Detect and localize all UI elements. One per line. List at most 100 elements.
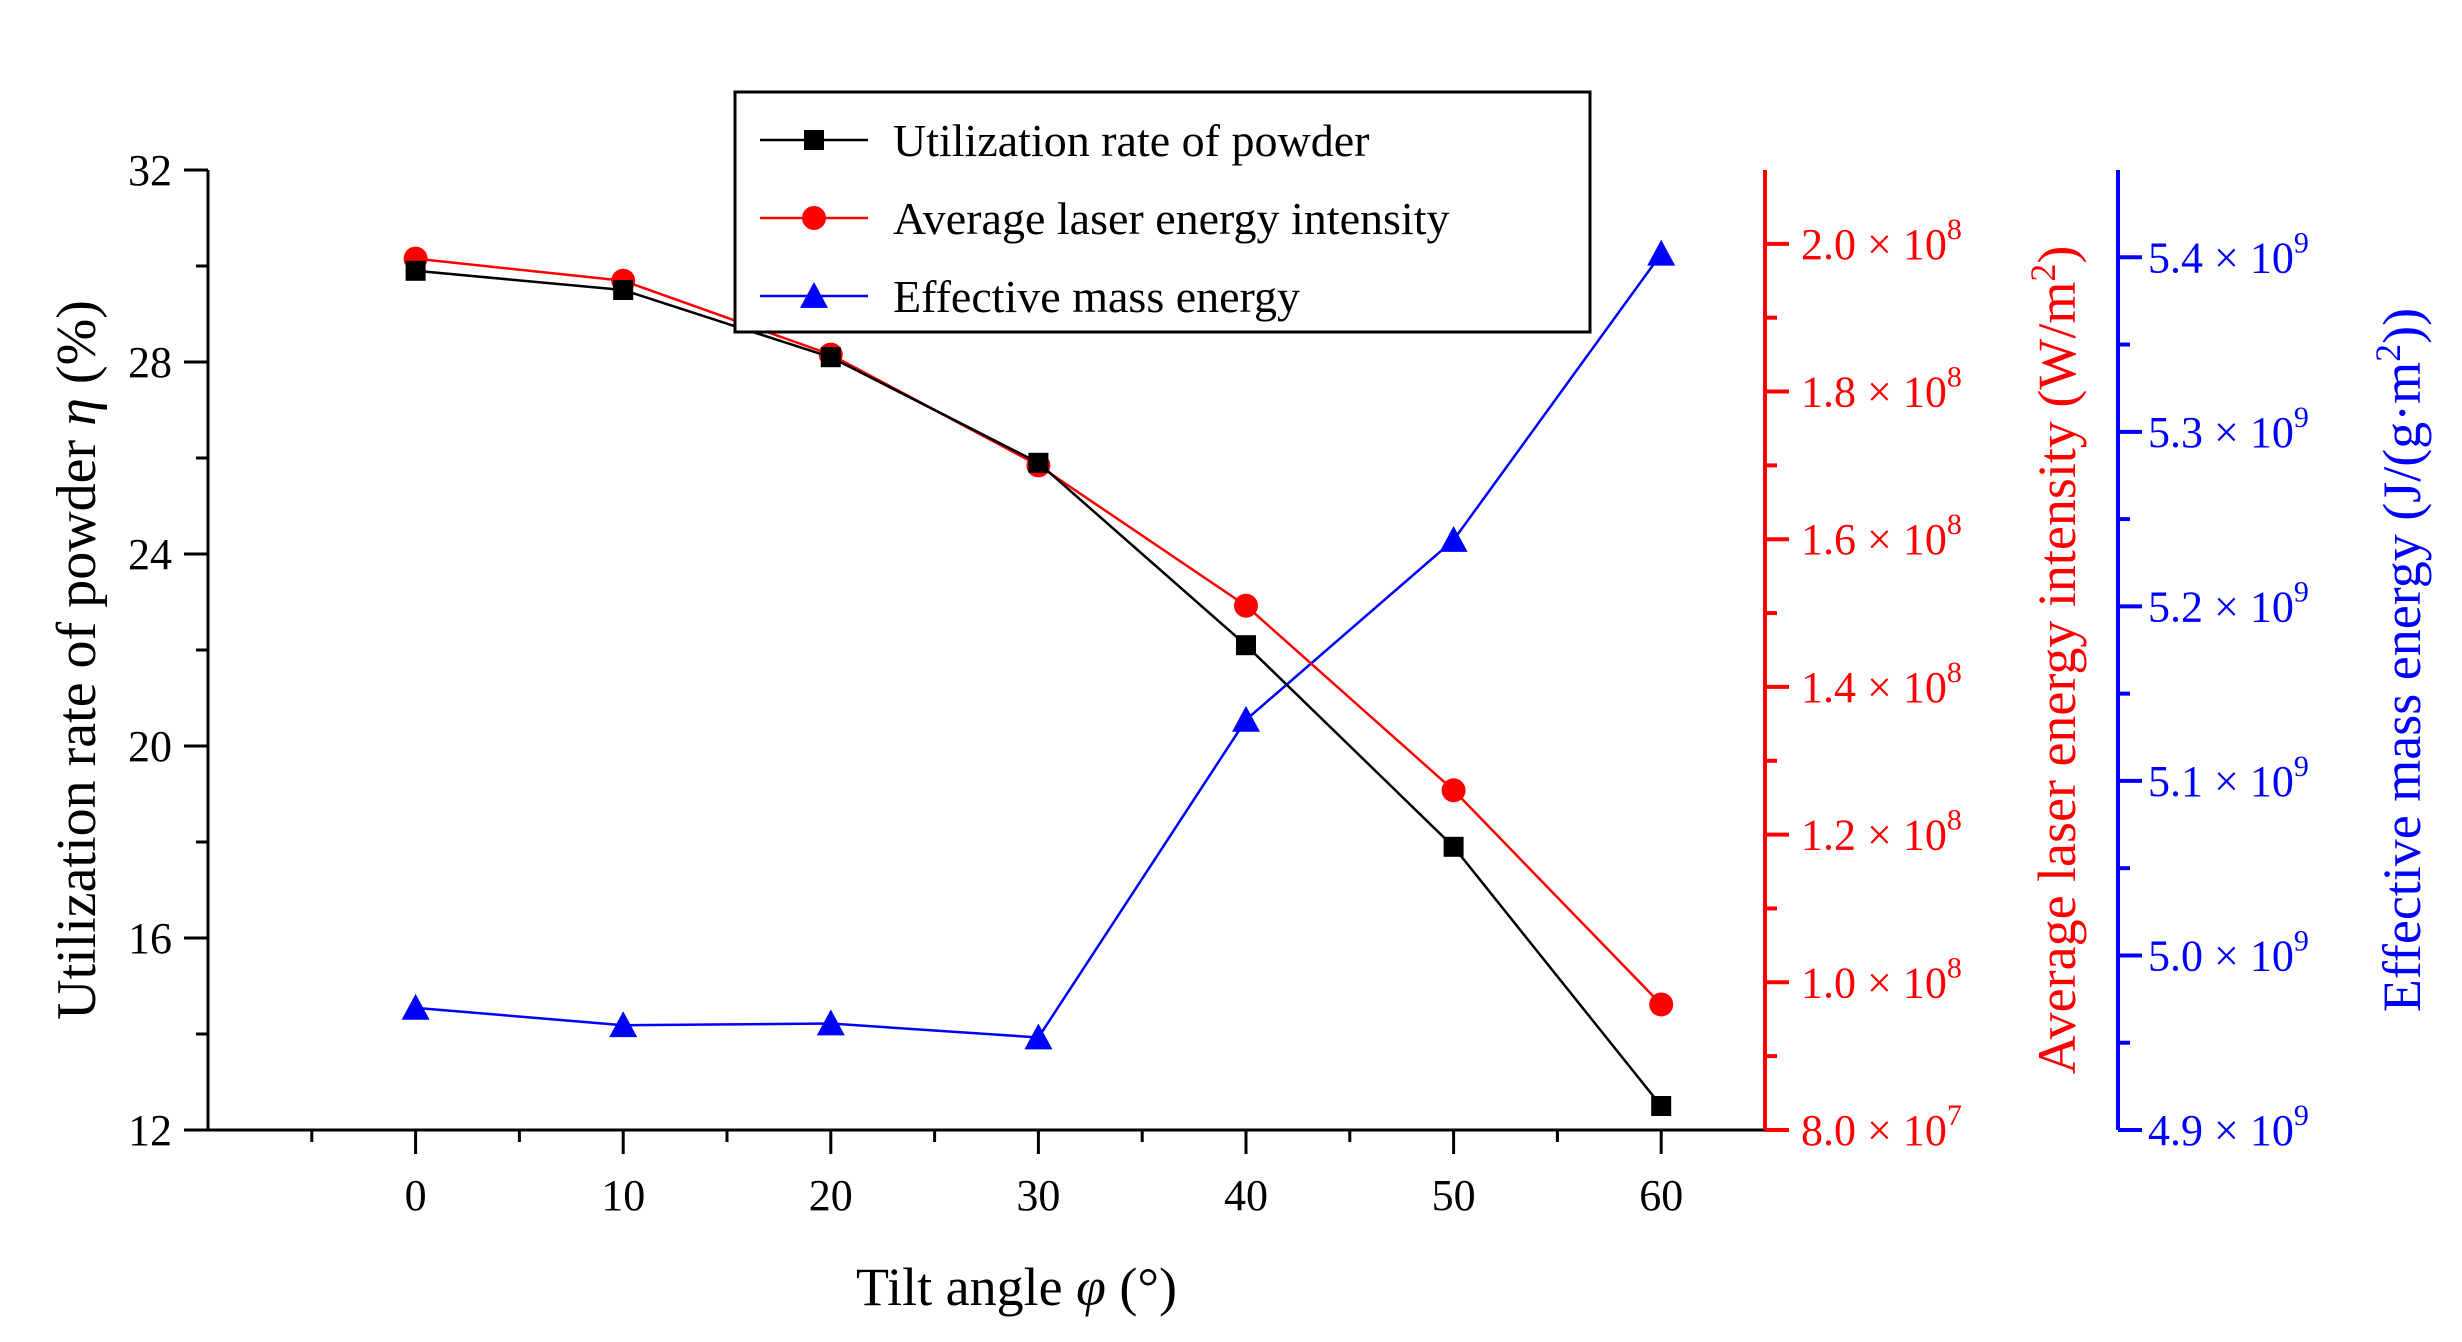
left-y-tick-label: 24 <box>128 530 172 579</box>
data-point-triangle <box>609 1011 638 1038</box>
data-point-circle <box>1649 992 1674 1017</box>
tick-exponent: 9 <box>2294 575 2309 608</box>
legend-marker-triangle <box>800 282 828 308</box>
tick-mantissa: 5.3 × 10 <box>2148 408 2294 457</box>
x-axis-title-unit: (°) <box>1106 1257 1177 1317</box>
x-tick-label: 10 <box>601 1171 645 1220</box>
legend-marker-square <box>804 130 824 150</box>
legend-marker-circle <box>802 206 826 230</box>
tick-exponent: 9 <box>2294 924 2309 957</box>
tick-mantissa: 8.0 × 10 <box>1801 1106 1947 1155</box>
legend: Utilization rate of powder Average laser … <box>733 90 1592 334</box>
right-y2-axis-title-main: Effective mass energy (J/(g·m <box>2372 362 2432 1012</box>
legend-box <box>733 90 1592 334</box>
tick-exponent: 8 <box>1947 213 1962 246</box>
data-point-square <box>820 347 841 368</box>
data-point-square <box>613 280 634 300</box>
tick-exponent: 8 <box>1947 361 1962 394</box>
left-y-axis-title-unit: (%) <box>46 300 108 398</box>
legend-label: Effective mass energy <box>893 271 1300 322</box>
legend-item: Average laser energy intensity <box>760 193 1449 244</box>
tick-mantissa: 1.0 × 10 <box>1801 958 1947 1007</box>
tick-mantissa: 4.9 × 10 <box>2148 1106 2294 1155</box>
data-point-square <box>1028 452 1049 473</box>
data-point-circle <box>1441 778 1466 803</box>
data-point-square <box>1443 836 1464 857</box>
left-y-axis-title-main: Utilization rate of powder <box>46 426 108 1020</box>
right-y1-tick-label: 1.8 × 108 <box>1801 361 1962 417</box>
right-y1-tick-label: 2.0 × 108 <box>1801 213 1962 269</box>
right-y1-tick-label: 1.0 × 108 <box>1801 951 1962 1007</box>
tick-exponent: 9 <box>2294 226 2309 259</box>
x-tick-label: 0 <box>405 1171 427 1220</box>
tick-exponent: 7 <box>1947 1099 1962 1132</box>
x-tick-label: 40 <box>1224 1171 1268 1220</box>
tick-exponent: 8 <box>1947 656 1962 689</box>
right-y1-tick-label: 1.6 × 108 <box>1801 508 1962 564</box>
data-point-triangle <box>1647 239 1676 266</box>
right-y1-axis-title-end: ) <box>2027 246 2087 264</box>
x-axis-title: Tilt angle φ (°) <box>856 1257 1177 1317</box>
left-y-tick-label: 16 <box>128 914 172 963</box>
tick-exponent: 8 <box>1947 804 1962 837</box>
data-point-triangle <box>1232 705 1260 732</box>
left-y-tick-label: 20 <box>128 722 172 771</box>
legend-label: Average laser energy intensity <box>893 193 1449 244</box>
tick-mantissa: 5.2 × 10 <box>2148 582 2294 631</box>
tick-exponent: 9 <box>2294 1099 2309 1132</box>
right-y2-tick-label: 5.3 × 109 <box>2148 401 2309 457</box>
tick-mantissa: 2.0 × 10 <box>1801 220 1947 269</box>
tick-mantissa: 5.0 × 10 <box>2148 931 2294 980</box>
right-y1-axis-title: Average laser energy intensity (W/m2) <box>2023 246 2087 1075</box>
right-y2-axis-title-sup: 2 <box>2368 344 2408 362</box>
left-y-tick-label: 32 <box>128 146 172 195</box>
tick-mantissa: 1.8 × 10 <box>1801 368 1947 417</box>
tick-exponent: 8 <box>1947 951 1962 984</box>
right-y2-axis-title: Effective mass energy (J/(g·m2)) <box>2368 308 2432 1012</box>
left-y-axis-title-symbol: η <box>46 398 108 426</box>
series-triangle <box>401 239 1676 1050</box>
tick-exponent: 8 <box>1947 508 1962 541</box>
x-tick-label: 60 <box>1639 1171 1683 1220</box>
data-point-square <box>1651 1096 1672 1116</box>
right-y1-tick-label: 8.0 × 107 <box>1801 1099 1962 1155</box>
tick-exponent: 9 <box>2294 401 2309 434</box>
data-point-square <box>1236 635 1256 656</box>
series-square <box>405 260 1672 1116</box>
data-point-circle <box>1234 593 1258 618</box>
data-point-triangle <box>1024 1023 1053 1050</box>
right-y1-tick-label: 1.2 × 108 <box>1801 804 1962 860</box>
data-point-square <box>405 260 426 281</box>
x-axis-title-main: Tilt angle <box>856 1257 1076 1317</box>
left-y-tick-label: 12 <box>128 1106 172 1155</box>
x-tick-label: 50 <box>1432 1171 1476 1220</box>
left-y-axis-title: Utilization rate of powder η (%) <box>46 300 108 1020</box>
legend-label: Utilization rate of powder <box>893 115 1369 166</box>
right-y2-tick-label: 5.0 × 109 <box>2148 924 2309 980</box>
tick-mantissa: 5.1 × 10 <box>2148 757 2294 806</box>
right-y2-tick-label: 5.2 × 109 <box>2148 575 2309 631</box>
legend-item: Utilization rate of powder <box>760 115 1369 166</box>
tick-mantissa: 1.6 × 10 <box>1801 515 1947 564</box>
x-tick-label: 20 <box>809 1171 853 1220</box>
right-y2-axis-title-end: )) <box>2372 308 2432 344</box>
data-point-triangle <box>1439 526 1468 552</box>
x-tick-label: 30 <box>1016 1171 1060 1220</box>
right-y2-tick-label: 4.9 × 109 <box>2148 1099 2309 1155</box>
data-point-triangle <box>401 993 430 1020</box>
data-point-triangle <box>816 1009 845 1036</box>
right-y1-axis-title-main: Average laser energy intensity (W/m <box>2027 282 2087 1075</box>
legend-item: Effective mass energy <box>760 271 1300 322</box>
tick-mantissa: 5.4 × 10 <box>2148 233 2294 282</box>
right-y1-tick-label: 1.4 × 108 <box>1801 656 1962 712</box>
x-axis-title-symbol: φ <box>1076 1257 1106 1317</box>
right-y2-tick-label: 5.1 × 109 <box>2148 750 2309 806</box>
tick-mantissa: 1.4 × 10 <box>1801 663 1947 712</box>
left-y-tick-label: 28 <box>128 338 172 387</box>
tick-mantissa: 1.2 × 10 <box>1801 811 1947 860</box>
tick-exponent: 9 <box>2294 750 2309 783</box>
right-y1-axis-title-sup: 2 <box>2023 264 2063 282</box>
right-y2-tick-label: 5.4 × 109 <box>2148 226 2309 282</box>
